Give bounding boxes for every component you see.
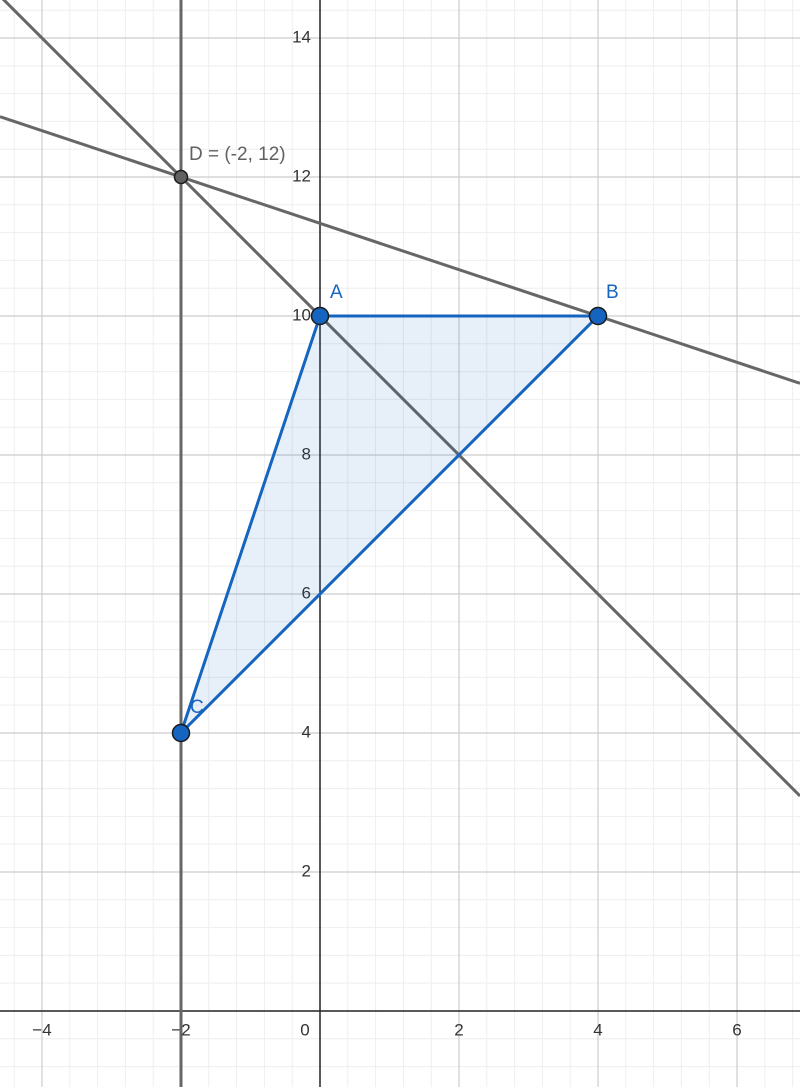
point-label: B — [606, 282, 619, 303]
x-tick-label: 0 — [300, 1020, 309, 1039]
x-tick-label: −4 — [32, 1020, 51, 1039]
point-label: A — [330, 282, 343, 303]
y-tick-label: 8 — [302, 444, 311, 463]
point — [310, 306, 330, 326]
x-tick-label: 4 — [593, 1020, 602, 1039]
y-tick-label: 12 — [292, 166, 311, 185]
y-tick-label: 6 — [302, 583, 311, 602]
point — [173, 169, 189, 185]
y-tick-label: 14 — [292, 27, 311, 46]
point — [171, 723, 191, 743]
point — [588, 306, 608, 326]
y-tick-label: 10 — [292, 305, 311, 324]
line-db — [0, 115, 800, 385]
point-label: C — [190, 697, 204, 718]
triangle — [179, 314, 600, 735]
y-tick-label: 2 — [302, 861, 311, 880]
x-tick-label: 6 — [732, 1020, 741, 1039]
x-tick-label: 2 — [454, 1020, 463, 1039]
y-tick-label: 4 — [302, 722, 311, 741]
line-da — [1, 0, 800, 798]
point-label: D = (-2, 12) — [189, 144, 286, 165]
